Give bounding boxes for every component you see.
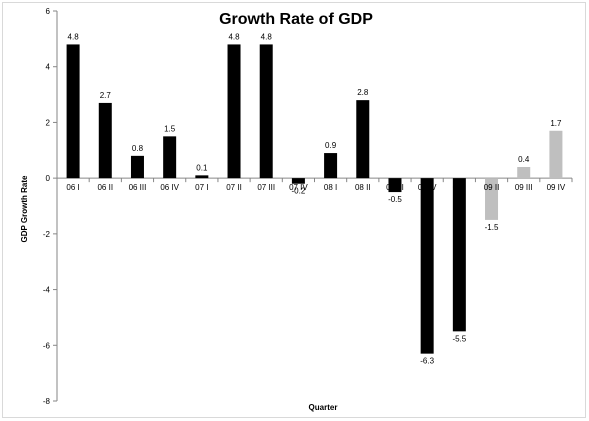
y-axis-title: GDP Growth Rate — [20, 175, 29, 243]
x-tick-label: 08 III — [386, 183, 404, 192]
chart-frame: Growth Rate of GDP 6 4 2 0 -2 -4 -6 -8 4.8 2.7 0.… — [2, 2, 586, 418]
bar-09-iii — [517, 167, 531, 179]
x-tick-label: 06 III — [129, 183, 147, 192]
bar-06-iii — [130, 155, 144, 179]
data-label: 4.8 — [228, 32, 240, 41]
bar-08-iii — [388, 178, 402, 193]
y-tick-label: -8 — [43, 397, 51, 406]
data-label: 1.5 — [164, 124, 176, 133]
data-label: -0.2 — [292, 187, 306, 196]
data-label: 0.4 — [518, 155, 530, 164]
x-axis: 06 I 06 II 06 III 06 IV 07 I 07 II 07 III 07 IV… — [66, 178, 573, 192]
data-label: 2.8 — [357, 88, 369, 97]
y-tick-label: 0 — [46, 174, 51, 183]
bar-07-iii — [259, 44, 273, 179]
data-label: 2.7 — [100, 91, 112, 100]
x-tick-label: 06 I — [66, 183, 79, 192]
bar-09-iv — [549, 130, 563, 179]
data-label: -1.5 — [485, 223, 499, 232]
y-tick-label: 4 — [46, 63, 51, 72]
x-tick-label: 09 II — [484, 183, 500, 192]
x-tick-label: 07 IV — [289, 183, 308, 192]
x-tick-label: 06 II — [97, 183, 113, 192]
bar-08-ii — [356, 100, 370, 179]
x-tick-label: 09 I — [453, 183, 466, 192]
bar-07-iv — [291, 178, 305, 184]
y-tick-label: -6 — [43, 341, 51, 350]
bar-06-i — [66, 44, 80, 179]
data-label: 0.1 — [196, 163, 208, 172]
data-label: 4.8 — [261, 32, 273, 41]
data-label: 4.8 — [68, 32, 80, 41]
x-tick-label: 07 I — [195, 183, 208, 192]
x-tick-label: 08 II — [355, 183, 371, 192]
bar-series — [66, 44, 563, 354]
data-label: -0.5 — [388, 195, 402, 204]
bar-07-i — [195, 175, 209, 179]
bar-06-ii — [98, 102, 112, 179]
bar-07-ii — [227, 44, 241, 179]
data-label: -6.3 — [420, 357, 434, 366]
gdp-growth-chart: Growth Rate of GDP 6 4 2 0 -2 -4 -6 -8 4.8 2.7 0.… — [20, 7, 573, 412]
y-axis: 6 4 2 0 -2 -4 -6 -8 — [43, 7, 57, 406]
data-label: 0.8 — [132, 144, 144, 153]
y-tick-label: -2 — [43, 230, 51, 239]
bar-08-i — [324, 153, 338, 179]
bar-08-iv — [420, 178, 434, 354]
x-tick-label: 06 IV — [160, 183, 179, 192]
x-tick-label: 08 IV — [418, 183, 437, 192]
data-label: -5.5 — [452, 334, 466, 343]
y-tick-label: -4 — [43, 286, 51, 295]
y-tick-label: 2 — [46, 118, 51, 127]
data-label: 1.7 — [550, 119, 562, 128]
y-tick-label: 6 — [46, 7, 51, 16]
data-labels: 4.8 2.7 0.8 1.5 0.1 4.8 4.8 -0.2 0.9 2.8 -0.5 -6.3 -… — [68, 32, 562, 365]
bar-09-i — [452, 178, 466, 332]
bar-06-iv — [163, 136, 177, 179]
chart-title: Growth Rate of GDP — [219, 11, 373, 28]
bar-09-ii — [485, 178, 499, 220]
x-tick-label: 08 I — [324, 183, 337, 192]
x-axis-title: Quarter — [309, 403, 338, 412]
x-tick-label: 09 IV — [547, 183, 566, 192]
x-tick-label: 07 III — [257, 183, 275, 192]
x-tick-label: 07 II — [226, 183, 242, 192]
data-label: 0.9 — [325, 141, 337, 150]
x-tick-label: 09 III — [515, 183, 533, 192]
